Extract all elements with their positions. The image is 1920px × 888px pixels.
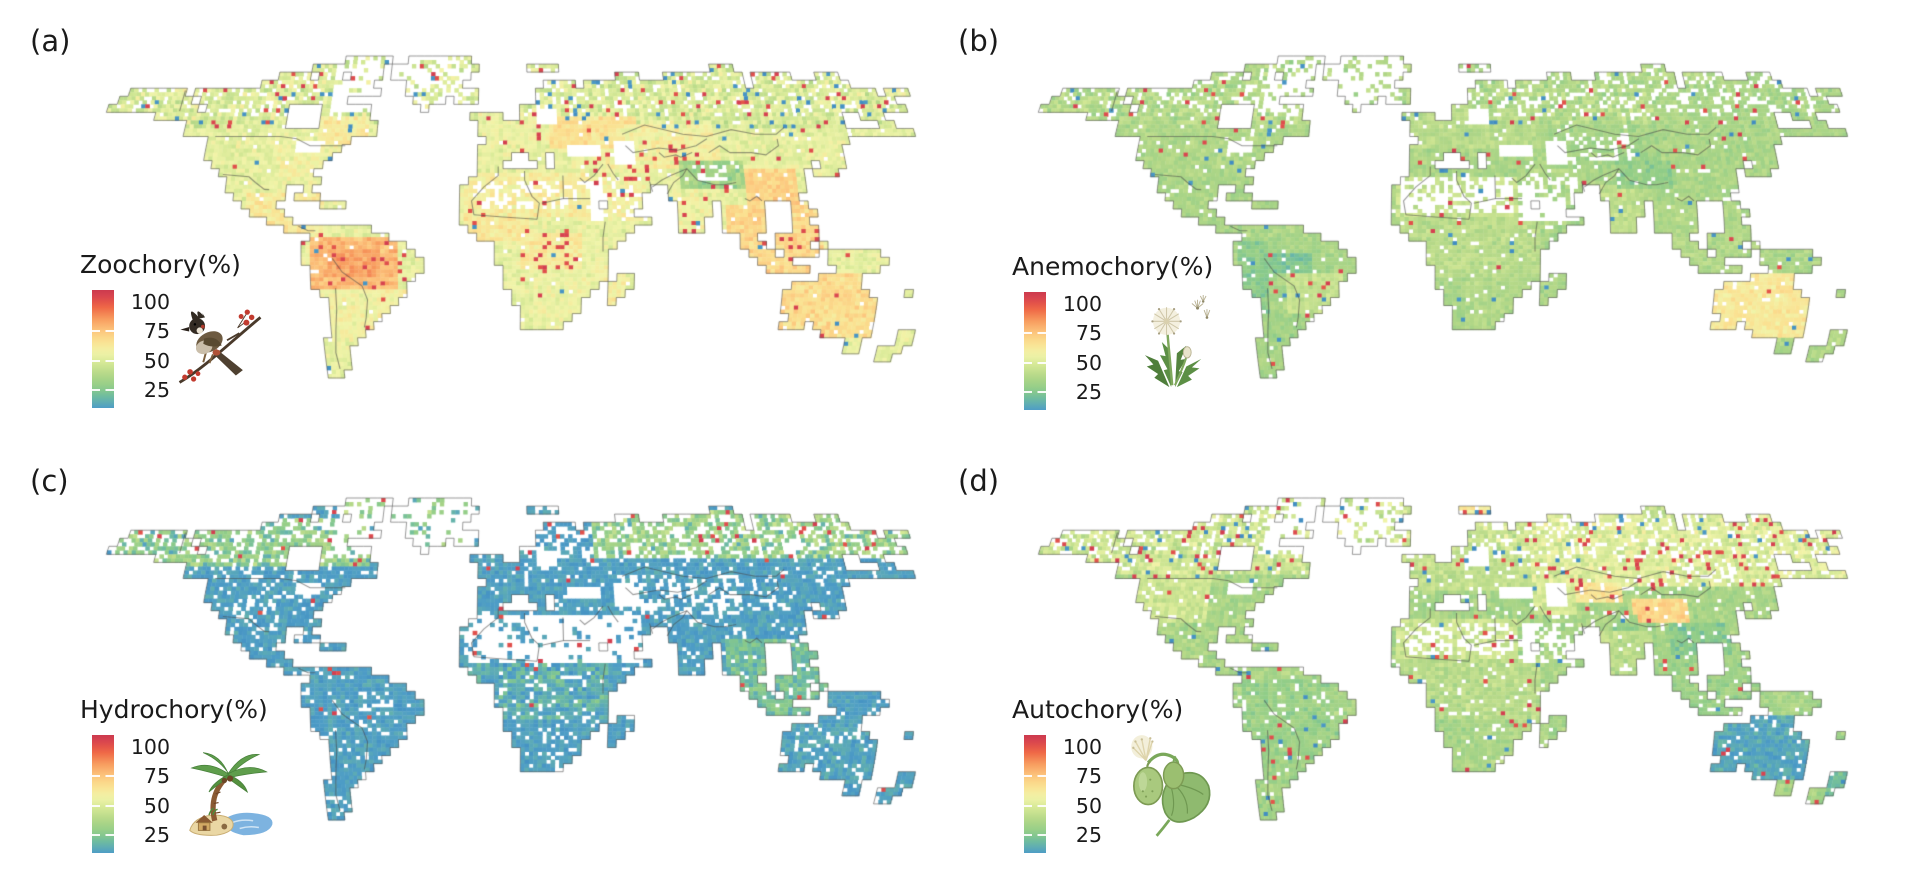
- legend-title: Autochory(%): [1012, 695, 1184, 724]
- dandelion-icon: [1128, 292, 1222, 392]
- legend-title: Zoochory(%): [80, 250, 241, 279]
- colorbar-label-50: 50: [1075, 351, 1102, 375]
- seed-pod-icon: [1110, 732, 1216, 840]
- colorbar: [92, 290, 114, 408]
- colorbar-label-100: 100: [1062, 292, 1102, 316]
- colorbar-label-25: 25: [143, 823, 170, 847]
- colorbar-dash-75: [1024, 332, 1046, 335]
- colorbar-label-50: 50: [143, 794, 170, 818]
- colorbar-label-100: 100: [130, 290, 170, 314]
- colorbar-dash-75: [1024, 775, 1046, 778]
- panel-label-c: (c): [30, 464, 69, 498]
- colorbar-label-75: 75: [1075, 764, 1102, 788]
- bird-with-berries-icon: [176, 292, 264, 392]
- colorbar-label-75: 75: [1075, 321, 1102, 345]
- colorbar-label-75: 75: [143, 319, 170, 343]
- colorbar-dash-75: [92, 330, 114, 333]
- colorbar-dash-25: [92, 834, 114, 837]
- colorbar-label-25: 25: [143, 378, 170, 402]
- colorbar-label-100: 100: [130, 735, 170, 759]
- legend-title: Anemochory(%): [1012, 252, 1214, 281]
- colorbar-dash-50: [92, 359, 114, 362]
- colorbar: [92, 735, 114, 853]
- colorbar-label-100: 100: [1062, 735, 1102, 759]
- colorbar-label-75: 75: [143, 764, 170, 788]
- colorbar-dash-25: [1024, 834, 1046, 837]
- palm-island-icon: [184, 740, 280, 844]
- colorbar-dash-75: [92, 775, 114, 778]
- panel-label-a: (a): [30, 24, 71, 58]
- colorbar-label-50: 50: [143, 349, 170, 373]
- panel-label-b: (b): [958, 24, 1000, 58]
- legend-hydrochory: Hydrochory(%) 100 75 50 25: [80, 695, 295, 885]
- colorbar-dash-50: [1024, 361, 1046, 364]
- panel-label-d: (d): [958, 464, 1000, 498]
- colorbar-label-25: 25: [1075, 823, 1102, 847]
- colorbar: [1024, 292, 1046, 410]
- colorbar-dash-25: [92, 389, 114, 392]
- legend-zoochory: Zoochory(%) 100 75 50 25: [80, 250, 295, 440]
- colorbar-dash-50: [1024, 804, 1046, 807]
- legend-anemochory: Anemochory(%) 100 75 50 25: [1012, 252, 1227, 442]
- colorbar: [1024, 735, 1046, 853]
- legend-autochory: Autochory(%) 100 75 50 25: [1012, 695, 1227, 885]
- colorbar-label-50: 50: [1075, 794, 1102, 818]
- colorbar-dash-25: [1024, 391, 1046, 394]
- colorbar-label-25: 25: [1075, 380, 1102, 404]
- colorbar-dash-50: [92, 804, 114, 807]
- legend-title: Hydrochory(%): [80, 695, 268, 724]
